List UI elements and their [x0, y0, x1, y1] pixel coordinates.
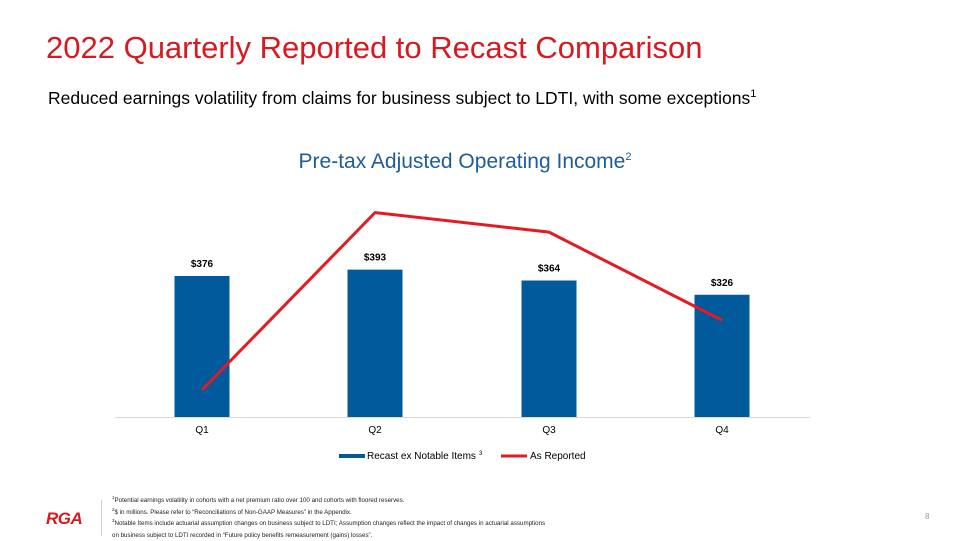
x-tick-q4: Q4: [715, 425, 729, 436]
bar-q1: [175, 276, 230, 417]
bar-q4: [695, 295, 750, 417]
line-as-reported: [202, 213, 722, 390]
footnote-3: 3Notable Items include actuarial assumpt…: [112, 517, 545, 529]
footnote-2: 2$ in millions. Please refer to “Reconci…: [112, 506, 545, 518]
page-number: 8: [925, 512, 929, 521]
footnote-3-continued: on business subject to LDTI recorded in …: [112, 529, 545, 541]
bar-label-q4: $326: [711, 278, 734, 289]
bar-q3: [522, 281, 577, 418]
bar-label-q3: $364: [538, 264, 561, 275]
footnote-1: 1Potential earnings volatility in cohort…: [112, 494, 545, 506]
legend-label-line: As Reported: [530, 451, 586, 462]
footnotes: 1Potential earnings volatility in cohort…: [112, 494, 545, 541]
bar-label-q2: $393: [364, 253, 387, 264]
x-tick-labels-group: Q1 Q2 Q3 Q4: [195, 425, 729, 436]
legend-swatch-bar: [339, 454, 365, 458]
logo-divider: [101, 500, 102, 536]
line-series-group: [202, 213, 722, 391]
bar-label-q1: $376: [191, 259, 214, 270]
rga-logo: RGA: [46, 509, 82, 529]
bar-q2: [348, 270, 403, 417]
x-tick-q1: Q1: [195, 425, 209, 436]
x-tick-q3: Q3: [542, 425, 556, 436]
x-tick-q2: Q2: [368, 425, 382, 436]
